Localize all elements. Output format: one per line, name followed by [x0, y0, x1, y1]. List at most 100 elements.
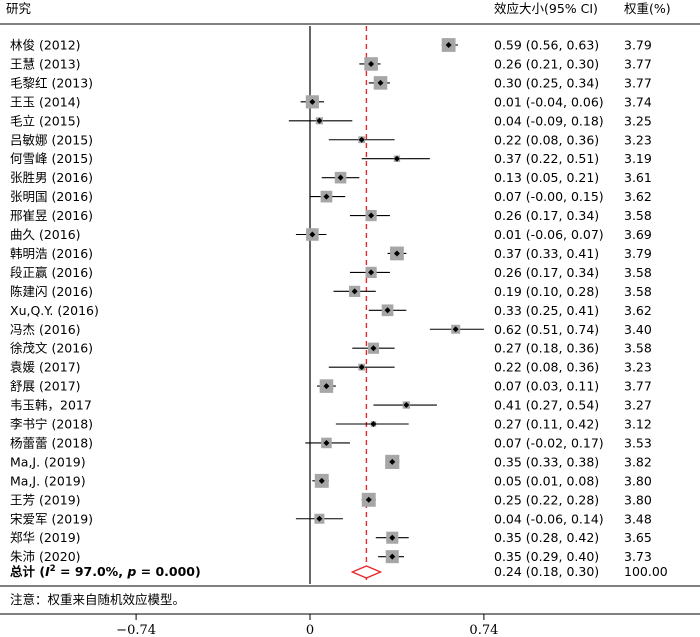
study-effect: 0.37 (0.33, 0.41) [494, 246, 599, 261]
study-weight: 3.12 [624, 417, 652, 432]
study-effect: 0.22 (0.08, 0.36) [494, 360, 599, 375]
point-estimate [389, 534, 396, 541]
study-weight: 3.58 [624, 341, 652, 356]
study-weight: 3.58 [624, 208, 652, 223]
study-label: 韩明浩 (2016) [10, 246, 93, 261]
study-weight: 3.74 [624, 94, 652, 109]
point-estimate [370, 421, 377, 427]
study-label: 宋爱军 (2019) [10, 511, 93, 526]
study-effect: 0.04 (-0.06, 0.14) [494, 511, 604, 526]
point-estimate [323, 383, 330, 390]
study-label: 王玉 (2014) [10, 94, 81, 109]
study-weight: 3.77 [624, 75, 652, 90]
study-label: 毛立 (2015) [10, 113, 81, 128]
study-effect: 0.19 (0.10, 0.28) [494, 284, 599, 299]
study-label: Ma,J. (2019) [10, 454, 86, 469]
point-estimate [316, 117, 323, 124]
study-effect: 0.26 (0.21, 0.30) [494, 56, 599, 71]
point-estimate [389, 553, 396, 560]
point-estimate [323, 193, 330, 200]
study-effect: 0.27 (0.18, 0.36) [494, 341, 599, 356]
study-label: 朱沛 (2020) [10, 549, 81, 564]
study-weight: 3.80 [624, 473, 652, 488]
study-weight: 3.48 [624, 511, 652, 526]
study-effect: 0.27 (0.11, 0.42) [494, 417, 599, 432]
study-label: 王慧 (2013) [10, 56, 81, 71]
study-weight: 3.40 [624, 322, 652, 337]
study-label: 张明国 (2016) [10, 189, 93, 204]
x-axis-ticks: −0.74 0 0.74 [116, 614, 498, 637]
point-estimate [368, 60, 375, 67]
point-estimate [337, 174, 344, 181]
point-estimate [445, 42, 452, 48]
study-effect: 0.05 (0.01, 0.08) [494, 473, 599, 488]
point-estimate [309, 231, 316, 238]
study-weight: 3.58 [624, 265, 652, 280]
study-label: 冯杰 (2016) [10, 322, 81, 337]
study-effect: 0.35 (0.33, 0.38) [494, 454, 599, 469]
overall-diamond [350, 565, 383, 579]
point-estimate [368, 269, 375, 276]
point-estimate [368, 212, 375, 219]
study-effect: 0.35 (0.28, 0.42) [494, 530, 599, 545]
study-effect: 0.07 (-0.02, 0.17) [494, 435, 604, 450]
point-estimate [403, 402, 410, 409]
study-effect: 0.33 (0.25, 0.41) [494, 303, 599, 318]
point-estimate [384, 307, 391, 314]
study-weight: 3.80 [624, 492, 652, 507]
study-label: 郑华 (2019) [10, 530, 81, 545]
plot-layer [288, 26, 484, 584]
footnote: 注意：权重来自随机效应模型。 [10, 592, 185, 607]
study-label: 林俊 (2012) [10, 38, 81, 53]
study-effect: 0.04 (-0.09, 0.18) [494, 113, 604, 128]
header-study: 研究 [6, 1, 32, 16]
study-label: 舒展 (2017) [10, 379, 81, 394]
study-weight: 3.53 [624, 435, 652, 450]
x-tick-label: 0.74 [469, 623, 498, 637]
study-label: 邢崔昱 (2016) [10, 208, 93, 223]
overall-row: 总计 (I2 = 97.0%, p = 0.000) 0.24 (0.18, 0… [10, 564, 668, 579]
study-label: 曲久 (2016) [10, 227, 81, 242]
overall-effect: 0.24 (0.18, 0.30) [494, 564, 599, 579]
point-estimate [358, 136, 365, 143]
point-estimate [377, 79, 384, 86]
point-estimate [393, 250, 400, 257]
study-weight: 3.79 [624, 38, 652, 53]
study-weight: 3.23 [624, 360, 652, 375]
study-label: 陈建闪 (2016) [10, 284, 93, 299]
study-label: 毛黎红 (2013) [10, 75, 93, 90]
study-effect: 0.59 (0.56, 0.63) [494, 38, 599, 53]
study-effect: 0.13 (0.05, 0.21) [494, 170, 599, 185]
study-weight: 3.65 [624, 530, 652, 545]
study-label: 张胜男 (2016) [10, 170, 93, 185]
study-label: 袁媛 (2017) [10, 360, 81, 375]
point-estimate [323, 439, 330, 446]
study-effect: 0.26 (0.17, 0.34) [494, 265, 599, 280]
study-label: Ma,J. (2019) [10, 473, 86, 488]
x-tick-label: 0 [306, 623, 314, 637]
study-weight: 3.73 [624, 549, 652, 564]
point-estimate [351, 288, 358, 295]
study-weight: 3.77 [624, 379, 652, 394]
study-effect: 0.35 (0.29, 0.40) [494, 549, 599, 564]
study-weight: 3.62 [624, 189, 652, 204]
study-weight: 3.23 [624, 132, 652, 147]
point-estimate [389, 458, 396, 465]
study-label: 徐茂文 (2016) [10, 341, 93, 356]
study-label: 王芳 (2019) [10, 492, 81, 507]
study-weight: 3.62 [624, 303, 652, 318]
study-label: 何雪峰 (2015) [10, 151, 93, 166]
study-weight: 3.69 [624, 227, 652, 242]
study-weight: 3.19 [624, 151, 652, 166]
point-estimate [370, 345, 377, 352]
header-effect: 效应大小(95% CI) [494, 1, 598, 16]
study-weight: 3.82 [624, 454, 652, 469]
study-rows: 林俊 (2012) 0.59 (0.56, 0.63) 3.79 王慧 (2013) 0… [10, 38, 652, 565]
header-weight: 权重(%) [624, 1, 671, 16]
x-tick-label: −0.74 [116, 623, 156, 637]
study-effect: 0.01 (-0.06, 0.07) [494, 227, 604, 242]
study-effect: 0.62 (0.51, 0.74) [494, 322, 599, 337]
study-effect: 0.22 (0.08, 0.36) [494, 132, 599, 147]
study-effect: 0.30 (0.25, 0.34) [494, 75, 599, 90]
study-weight: 3.77 [624, 56, 652, 71]
